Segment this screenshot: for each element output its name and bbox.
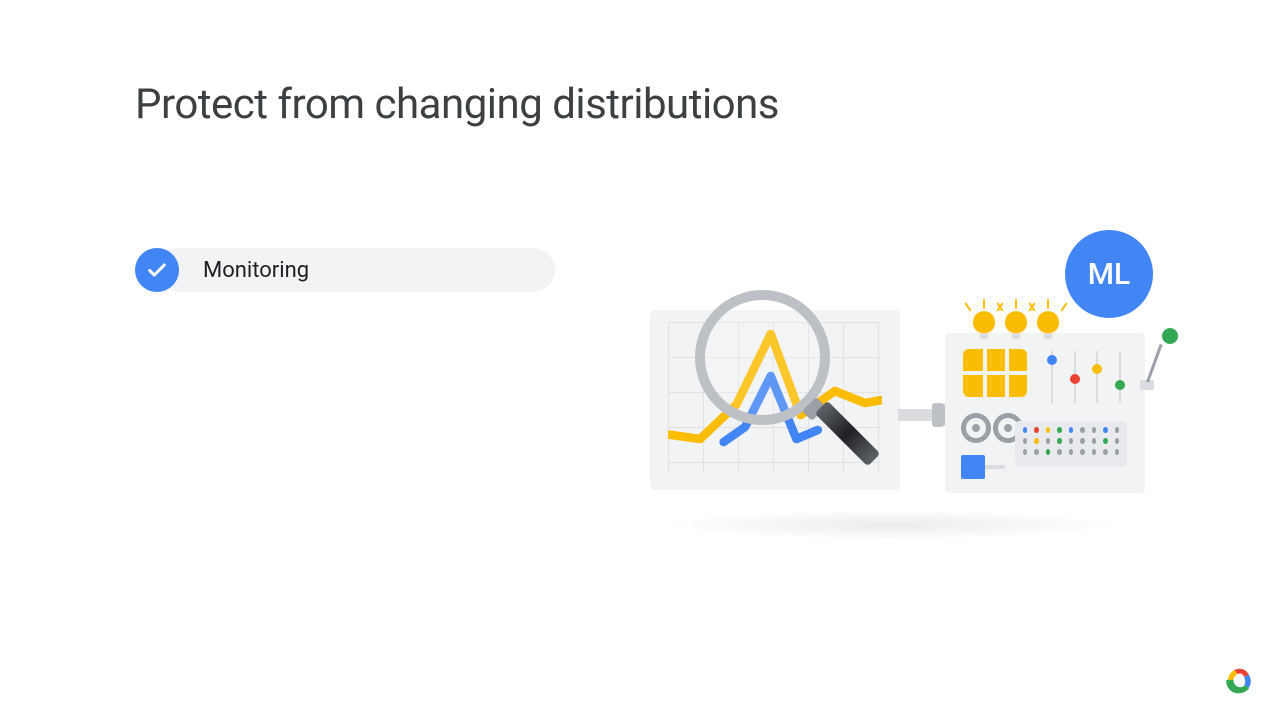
- slider: [1119, 351, 1121, 403]
- slider: [1096, 351, 1098, 403]
- bulb-icon: [1005, 311, 1027, 333]
- lever-icon: [1140, 330, 1190, 390]
- illustration: ML: [600, 255, 1200, 535]
- bulb-icon: [973, 311, 995, 333]
- chip-icon: [963, 349, 1027, 397]
- slider: [1074, 351, 1076, 403]
- monitoring-pill: Monitoring: [135, 248, 555, 292]
- shadow: [660, 510, 1120, 540]
- slide-title: Protect from changing distributions: [135, 80, 779, 129]
- pill-label: Monitoring: [203, 258, 309, 283]
- magnifier-icon: [695, 290, 905, 500]
- sliders: [1041, 345, 1131, 403]
- ml-badge: ML: [1065, 230, 1153, 318]
- indicator-dots: [1015, 421, 1127, 467]
- connector: [898, 395, 948, 435]
- slider: [1051, 351, 1053, 403]
- bulb-icon: [1037, 311, 1059, 333]
- ml-machine: [945, 333, 1145, 493]
- google-cloud-logo-icon: [1216, 664, 1254, 698]
- check-icon: [135, 248, 179, 292]
- output-box: [961, 455, 985, 479]
